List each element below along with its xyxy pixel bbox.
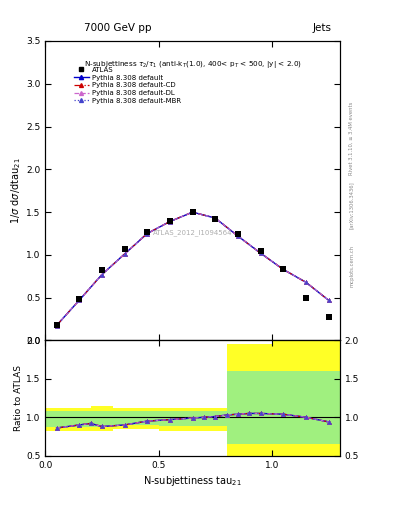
Text: ATLAS_2012_I1094564: ATLAS_2012_I1094564 [153, 229, 232, 236]
Text: N-subjettiness $\tau_2/\tau_1$ (anti-k$_T$(1.0), 400< p$_T$ < 500, |y| < 2.0): N-subjettiness $\tau_2/\tau_1$ (anti-k$_… [84, 59, 301, 70]
Legend: ATLAS, Pythia 8.308 default, Pythia 8.308 default-CD, Pythia 8.308 default-DL, P: ATLAS, Pythia 8.308 default, Pythia 8.30… [72, 66, 182, 105]
Y-axis label: 1/$\sigma$ d$\sigma$/dtau$_{21}$: 1/$\sigma$ d$\sigma$/dtau$_{21}$ [9, 157, 23, 224]
Text: Jets: Jets [313, 23, 332, 33]
Text: 7000 GeV pp: 7000 GeV pp [84, 23, 152, 33]
Text: [arXiv:1306.3436]: [arXiv:1306.3436] [349, 181, 354, 229]
Text: Rivet 3.1.10, ≥ 3.4M events: Rivet 3.1.10, ≥ 3.4M events [349, 101, 354, 175]
X-axis label: N-subjettiness tau$_{21}$: N-subjettiness tau$_{21}$ [143, 474, 242, 488]
Text: mcplots.cern.ch: mcplots.cern.ch [349, 245, 354, 287]
Y-axis label: Ratio to ATLAS: Ratio to ATLAS [14, 365, 23, 431]
